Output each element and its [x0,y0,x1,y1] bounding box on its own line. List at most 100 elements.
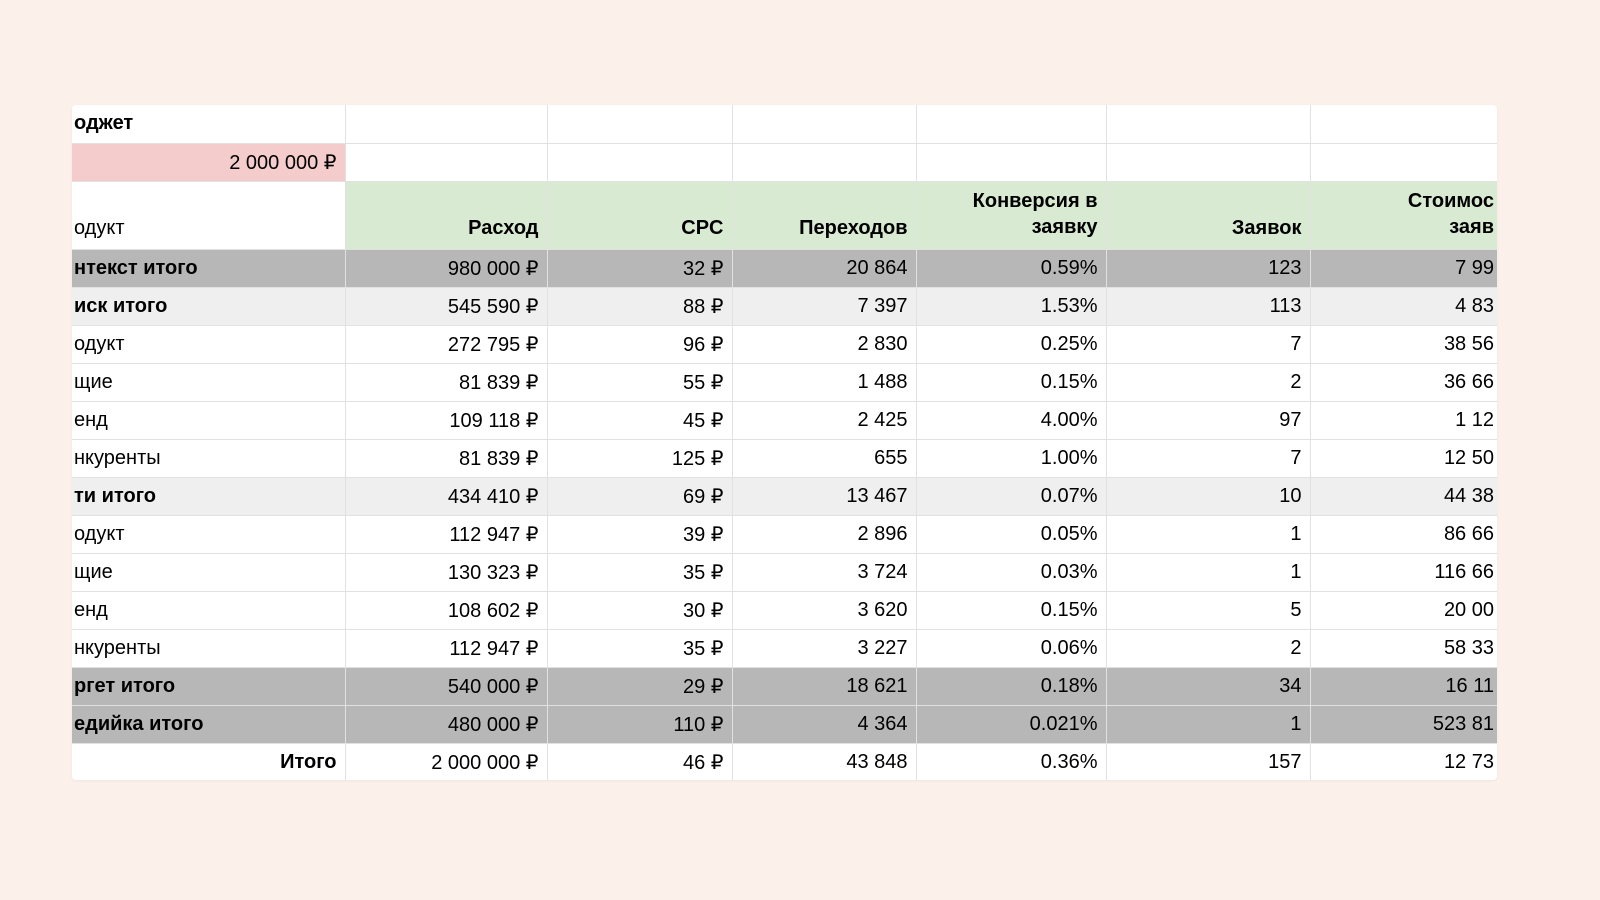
value-cell[interactable]: 55 ₽ [546,362,733,402]
value-cell[interactable]: 523 81 [1309,704,1497,744]
row-label-cell[interactable]: одукт [72,324,346,364]
value-cell[interactable]: 480 000 ₽ [344,704,548,744]
value-cell[interactable]: 44 38 [1309,476,1497,516]
row-label-cell[interactable]: едийка итого [72,704,346,744]
value-cell[interactable]: 36 66 [1309,362,1497,402]
value-cell[interactable]: 109 118 ₽ [344,400,548,440]
row-label-cell[interactable]: иск итого [72,286,346,326]
value-cell[interactable]: 1 488 [731,362,917,402]
empty-cell[interactable] [731,142,917,182]
value-cell[interactable]: 157 [1105,742,1311,780]
value-cell[interactable]: 655 [731,438,917,478]
budget-value-cell[interactable]: 2 000 000 ₽ [72,142,346,182]
value-cell[interactable]: 3 620 [731,590,917,630]
row-label-cell[interactable]: щие [72,362,346,402]
empty-cell[interactable] [915,142,1107,182]
value-cell[interactable]: 30 ₽ [546,590,733,630]
value-cell[interactable]: 130 323 ₽ [344,552,548,592]
value-cell[interactable]: 2 [1105,628,1311,668]
empty-cell[interactable] [1105,105,1311,144]
value-cell[interactable]: 4.00% [915,400,1107,440]
value-cell[interactable]: 69 ₽ [546,476,733,516]
empty-cell[interactable] [546,105,733,144]
value-cell[interactable]: 3 227 [731,628,917,668]
value-cell[interactable]: 97 [1105,400,1311,440]
value-cell[interactable]: 545 590 ₽ [344,286,548,326]
value-cell[interactable]: 58 33 [1309,628,1497,668]
empty-cell[interactable] [915,105,1107,144]
value-cell[interactable]: 86 66 [1309,514,1497,554]
empty-cell[interactable] [1105,142,1311,182]
value-cell[interactable]: 0.07% [915,476,1107,516]
value-cell[interactable]: 0.18% [915,666,1107,706]
value-cell[interactable]: 12 73 [1309,742,1497,780]
value-cell[interactable]: 7 [1105,324,1311,364]
column-header-product[interactable]: одукт [72,180,346,250]
row-label-cell[interactable]: Итого [72,742,346,780]
value-cell[interactable]: 7 397 [731,286,917,326]
row-label-cell[interactable]: одукт [72,514,346,554]
empty-cell[interactable] [344,142,548,182]
value-cell[interactable]: 980 000 ₽ [344,248,548,288]
row-label-cell[interactable]: ти итого [72,476,346,516]
column-header-cost-per-lead[interactable]: Стоимос заяв [1309,180,1497,250]
value-cell[interactable]: 4 83 [1309,286,1497,326]
value-cell[interactable]: 4 364 [731,704,917,744]
value-cell[interactable]: 1 [1105,552,1311,592]
value-cell[interactable]: 112 947 ₽ [344,628,548,668]
empty-cell[interactable] [344,105,548,144]
value-cell[interactable]: 7 99 [1309,248,1497,288]
column-header-conversion[interactable]: Конверсия в заявку [915,180,1107,250]
value-cell[interactable]: 123 [1105,248,1311,288]
value-cell[interactable]: 2 830 [731,324,917,364]
value-cell[interactable]: 0.36% [915,742,1107,780]
row-label-cell[interactable]: ргет итого [72,666,346,706]
column-header-expense[interactable]: Расход [344,180,548,250]
value-cell[interactable]: 1.53% [915,286,1107,326]
row-label-cell[interactable]: нтекст итого [72,248,346,288]
empty-cell[interactable] [731,105,917,144]
value-cell[interactable]: 1 12 [1309,400,1497,440]
value-cell[interactable]: 5 [1105,590,1311,630]
value-cell[interactable]: 112 947 ₽ [344,514,548,554]
column-header-cpc[interactable]: CPC [546,180,733,250]
value-cell[interactable]: 0.15% [915,590,1107,630]
value-cell[interactable]: 81 839 ₽ [344,362,548,402]
value-cell[interactable]: 1 [1105,514,1311,554]
value-cell[interactable]: 113 [1105,286,1311,326]
column-header-clicks[interactable]: Переходов [731,180,917,250]
row-label-cell[interactable]: нкуренты [72,438,346,478]
row-label-cell[interactable]: енд [72,590,346,630]
value-cell[interactable]: 96 ₽ [546,324,733,364]
value-cell[interactable]: 1 [1105,704,1311,744]
value-cell[interactable]: 43 848 [731,742,917,780]
value-cell[interactable]: 13 467 [731,476,917,516]
value-cell[interactable]: 2 000 000 ₽ [344,742,548,780]
value-cell[interactable]: 1.00% [915,438,1107,478]
budget-title-cell[interactable]: оджет [72,105,346,144]
value-cell[interactable]: 7 [1105,438,1311,478]
value-cell[interactable]: 125 ₽ [546,438,733,478]
empty-cell[interactable] [546,142,733,182]
row-label-cell[interactable]: нкуренты [72,628,346,668]
value-cell[interactable]: 16 11 [1309,666,1497,706]
value-cell[interactable]: 2 [1105,362,1311,402]
value-cell[interactable]: 81 839 ₽ [344,438,548,478]
value-cell[interactable]: 46 ₽ [546,742,733,780]
value-cell[interactable]: 0.59% [915,248,1107,288]
empty-cell[interactable] [1309,142,1497,182]
value-cell[interactable]: 272 795 ₽ [344,324,548,364]
value-cell[interactable]: 108 602 ₽ [344,590,548,630]
value-cell[interactable]: 35 ₽ [546,552,733,592]
value-cell[interactable]: 10 [1105,476,1311,516]
value-cell[interactable]: 0.25% [915,324,1107,364]
value-cell[interactable]: 35 ₽ [546,628,733,668]
value-cell[interactable]: 0.05% [915,514,1107,554]
value-cell[interactable]: 32 ₽ [546,248,733,288]
value-cell[interactable]: 29 ₽ [546,666,733,706]
value-cell[interactable]: 39 ₽ [546,514,733,554]
value-cell[interactable]: 110 ₽ [546,704,733,744]
value-cell[interactable]: 45 ₽ [546,400,733,440]
column-header-leads[interactable]: Заявок [1105,180,1311,250]
value-cell[interactable]: 0.03% [915,552,1107,592]
